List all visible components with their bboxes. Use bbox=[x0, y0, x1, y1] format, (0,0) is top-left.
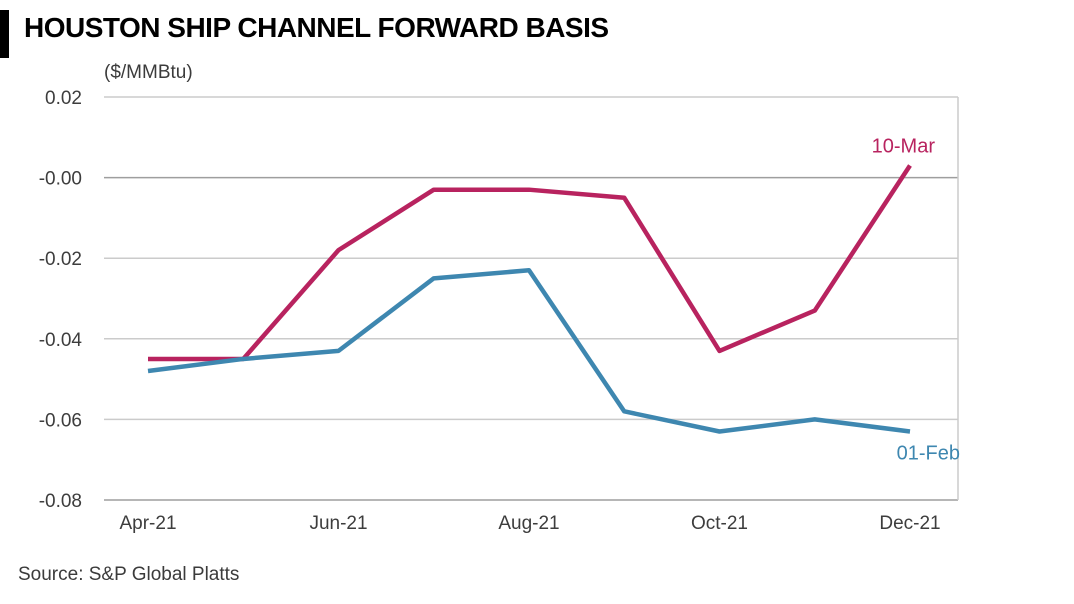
y-tick-label: -0.06 bbox=[39, 410, 82, 431]
title-accent-bar bbox=[0, 10, 9, 58]
x-tick-label: Oct-21 bbox=[691, 513, 748, 534]
source-caption: Source: S&P Global Platts bbox=[18, 564, 240, 585]
x-tick-label: Jun-21 bbox=[309, 513, 367, 534]
series-label-10-mar: 10-Mar bbox=[872, 136, 936, 158]
x-tick-label: Dec-21 bbox=[879, 513, 940, 534]
series-line-01-feb bbox=[147, 268, 911, 434]
y-tick-label: -0.08 bbox=[39, 491, 82, 512]
series-line-10-mar bbox=[148, 164, 912, 362]
x-tick-label: Aug-21 bbox=[498, 513, 559, 534]
y-tick-label: 0.02 bbox=[45, 88, 82, 109]
y-axis-unit-label: ($/MMBtu) bbox=[104, 62, 193, 83]
y-tick-label: -0.00 bbox=[39, 169, 82, 190]
series-label-01-feb: 01-Feb bbox=[897, 442, 960, 464]
y-tick-label: -0.02 bbox=[39, 249, 82, 270]
y-tick-label: -0.04 bbox=[39, 330, 83, 351]
chart-title: HOUSTON SHIP CHANNEL FORWARD BASIS bbox=[24, 12, 609, 43]
x-tick-label: Apr-21 bbox=[119, 513, 176, 534]
